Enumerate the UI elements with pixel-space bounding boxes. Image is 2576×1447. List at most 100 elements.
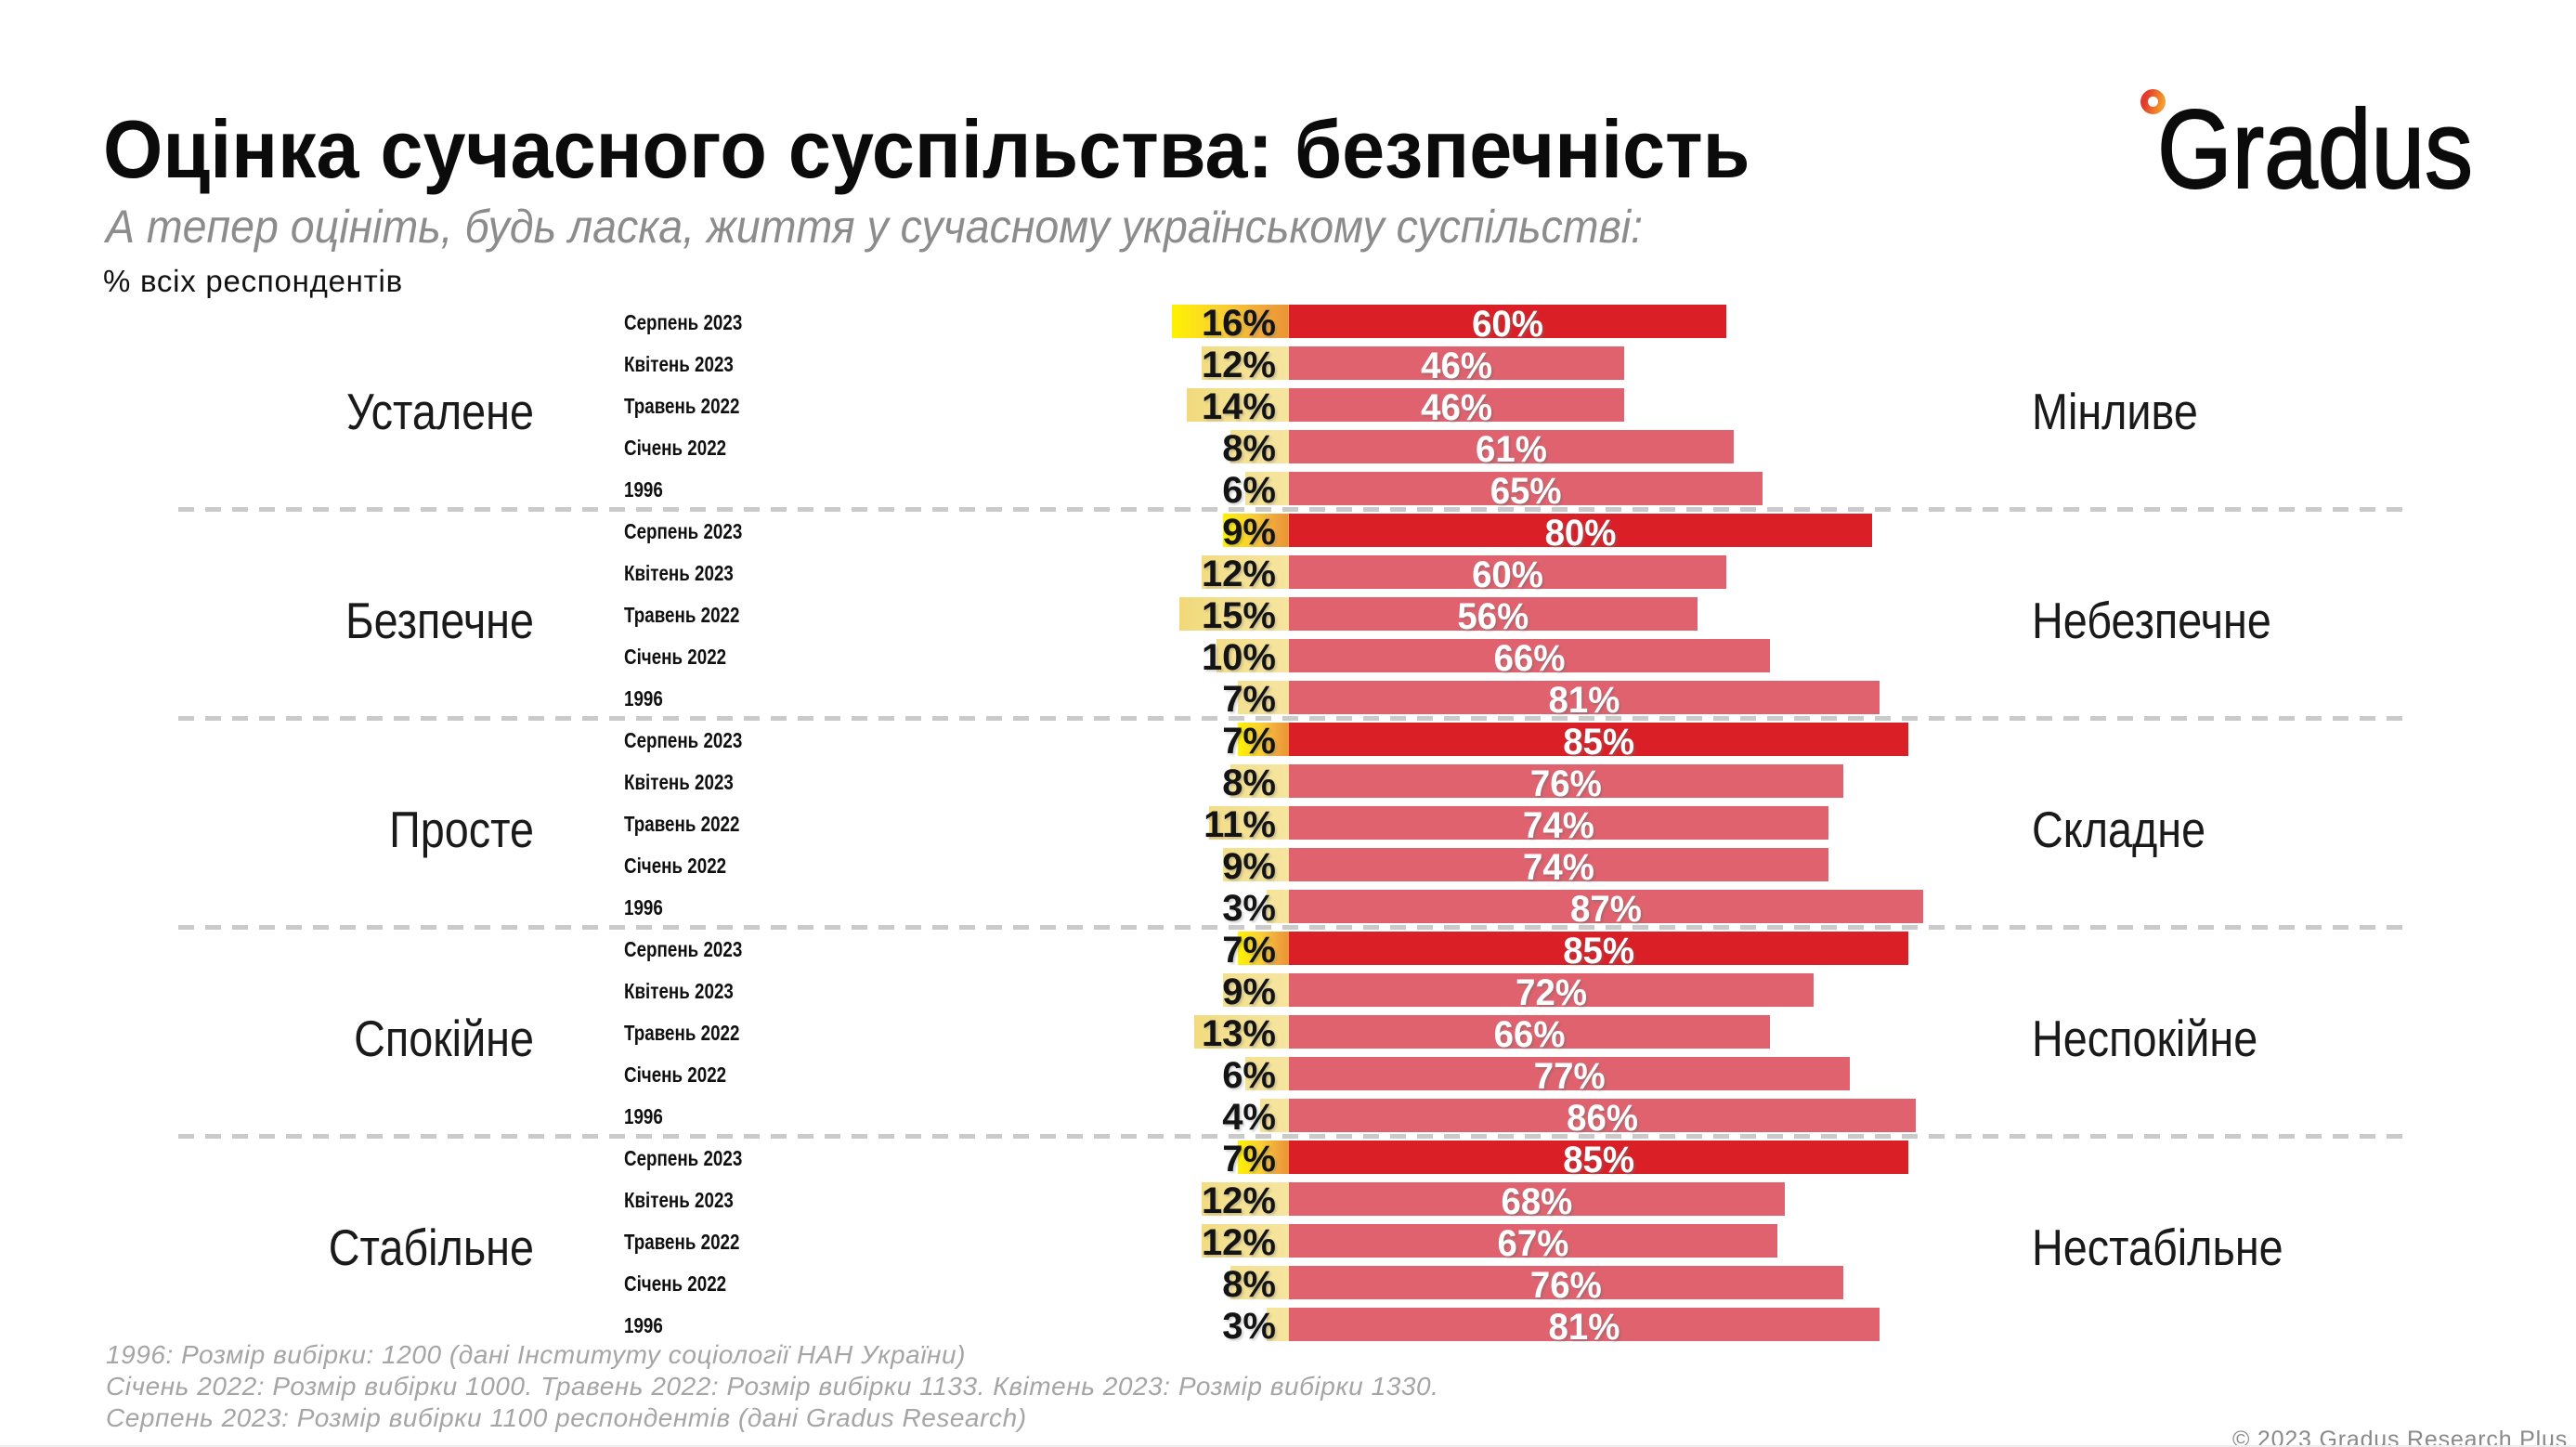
wave-label: Квітень 2023 (624, 1188, 734, 1212)
wave-label: Травень 2022 (624, 603, 740, 627)
group-separator (178, 716, 2404, 721)
right-bar (1289, 1224, 1777, 1258)
right-bar (1289, 681, 1880, 714)
left-value-label: 16% (1201, 303, 1276, 344)
left-bar (1238, 932, 1289, 965)
left-value-label: 3% (1222, 1306, 1276, 1347)
unit-label: % всіх респондентів (103, 264, 403, 298)
right-value-label: 66% (1493, 1013, 1566, 1055)
left-value-label: 14% (1201, 386, 1276, 427)
right-bar (1289, 639, 1771, 672)
group-separator (178, 925, 2404, 930)
left-bar (1201, 1182, 1289, 1216)
right-value-label: 77% (1533, 1055, 1606, 1097)
left-value-label: 12% (1201, 1222, 1276, 1263)
right-bar (1289, 1141, 1909, 1174)
right-value-label: 56% (1457, 595, 1529, 637)
gradus-logo: Gradus (2131, 82, 2484, 213)
right-value-label: 74% (1523, 846, 1594, 888)
right-bar (1289, 723, 1909, 756)
wave-label: 1996 (624, 686, 663, 710)
right-bar (1289, 555, 1726, 589)
left-bar (1223, 848, 1289, 881)
right-value-label: 85% (1563, 930, 1635, 971)
wave-label: Серпень 2023 (624, 937, 743, 961)
wave-label: Січень 2022 (624, 854, 727, 878)
right-bar (1289, 1266, 1843, 1299)
footnote-line: 1996: Розмір вибірки: 1200 (дані Інститу… (106, 1340, 966, 1369)
logo-dot-icon (2140, 89, 2166, 114)
right-bar (1289, 597, 1698, 631)
right-bar (1289, 1308, 1880, 1341)
left-bar (1216, 639, 1289, 672)
left-value-label: 10% (1201, 637, 1276, 678)
right-value-label: 60% (1472, 554, 1543, 595)
wave-label: Травень 2022 (624, 394, 740, 418)
right-value-label: 72% (1516, 971, 1588, 1013)
left-bar (1201, 1224, 1289, 1258)
right-bar (1289, 346, 1625, 380)
category-label-right: Неспокійне (2032, 1010, 2258, 1067)
left-bar (1208, 806, 1289, 840)
wave-label: Серпень 2023 (624, 310, 743, 334)
wave-label: Квітень 2023 (624, 770, 734, 794)
left-value-label: 7% (1222, 721, 1276, 762)
page-subtitle: А тепер оцініть, будь ласка, життя у суч… (106, 201, 1644, 253)
wave-label: Травень 2022 (624, 1230, 740, 1254)
logo-text: Gradus (2157, 87, 2473, 212)
right-bar (1289, 890, 1923, 923)
wave-label: 1996 (624, 895, 663, 919)
right-bar (1289, 472, 1763, 505)
left-bar (1238, 681, 1289, 714)
right-value-label: 81% (1548, 679, 1620, 721)
right-value-label: 87% (1570, 888, 1642, 930)
page-title: Оцінка сучасного суспільства: безпечніст… (103, 103, 1750, 195)
footnote-line: Серпень 2023: Розмір вибірки 1100 респон… (106, 1403, 1027, 1432)
group-separator (178, 1134, 2404, 1139)
left-bar (1230, 764, 1289, 798)
right-value-label: 60% (1472, 303, 1543, 345)
right-value-label: 86% (1567, 1097, 1638, 1139)
footnotes: 1996: Розмір вибірки: 1200 (дані Інститу… (106, 1339, 1438, 1434)
right-value-label: 85% (1563, 1139, 1635, 1180)
left-value-label: 13% (1201, 1013, 1276, 1054)
right-value-label: 80% (1544, 512, 1617, 554)
left-bar (1238, 723, 1289, 756)
left-value-label: 7% (1222, 679, 1276, 720)
logo-wordmark: Gradus (2156, 86, 2474, 213)
wave-label: Серпень 2023 (624, 1146, 743, 1170)
wave-label: Квітень 2023 (624, 561, 734, 585)
right-bar (1289, 1015, 1771, 1049)
category-label-left: Безпечне (345, 592, 534, 649)
category-label-left: Просте (389, 801, 534, 858)
wave-label: Серпень 2023 (624, 519, 743, 543)
left-bar (1201, 346, 1289, 380)
right-value-label: 76% (1529, 1264, 1602, 1306)
category-label-right: Мінливе (2032, 383, 2198, 440)
left-bar (1172, 305, 1289, 338)
wave-label: Квітень 2023 (624, 352, 734, 376)
right-bar (1289, 932, 1909, 965)
wave-label: Січень 2022 (624, 436, 727, 460)
right-bar (1289, 305, 1726, 338)
right-value-label: 85% (1563, 721, 1635, 763)
right-bar (1289, 1099, 1917, 1132)
left-value-label: 7% (1222, 1139, 1276, 1180)
left-bar (1244, 1057, 1289, 1090)
category-label-left: Спокійне (354, 1010, 534, 1067)
category-label-right: Небезпечне (2032, 592, 2271, 649)
right-value-label: 74% (1523, 804, 1594, 846)
left-value-label: 9% (1222, 971, 1276, 1012)
left-value-label: 12% (1201, 1180, 1276, 1221)
right-value-label: 67% (1497, 1222, 1569, 1264)
copyright: © 2023 Gradus Research Plus (2231, 1427, 2568, 1447)
right-bar (1289, 806, 1828, 840)
right-bar (1289, 1057, 1851, 1090)
left-bar (1267, 890, 1289, 923)
wave-label: Травень 2022 (624, 812, 740, 836)
left-bar (1193, 1015, 1289, 1049)
left-value-label: 12% (1201, 554, 1276, 594)
right-value-label: 61% (1475, 428, 1547, 470)
left-value-label: 6% (1222, 1055, 1276, 1096)
